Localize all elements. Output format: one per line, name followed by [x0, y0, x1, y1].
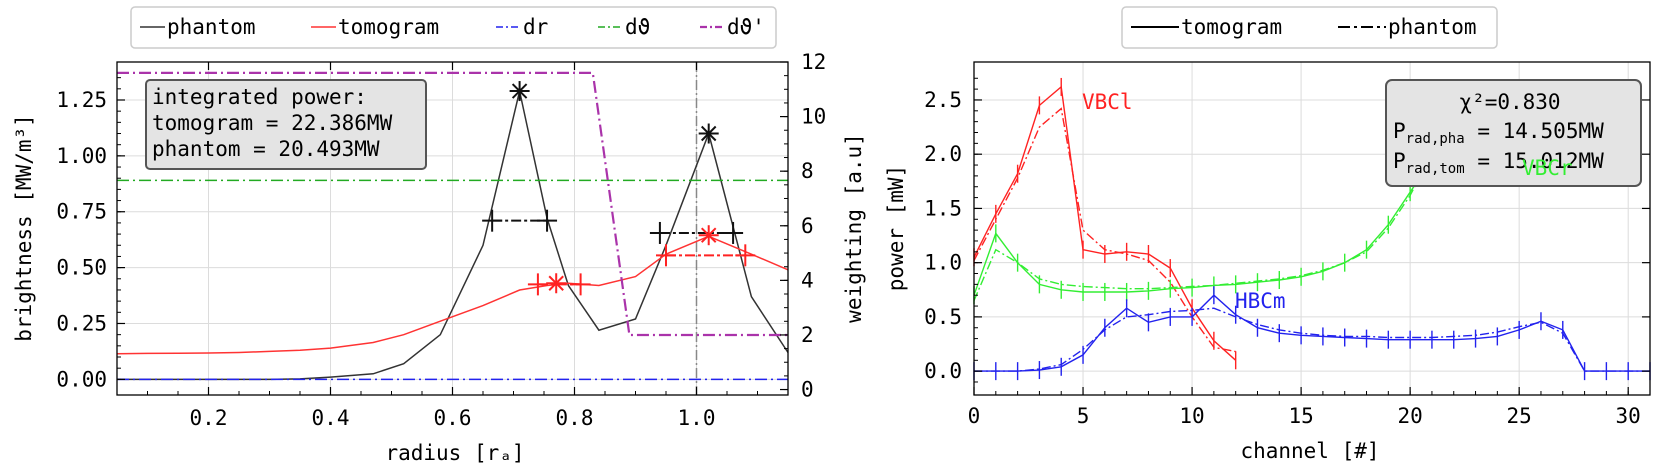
left-y2-tick-label: 8 [801, 159, 814, 183]
right-lines [973, 77, 1651, 381]
right-x-tick-label: 20 [1397, 404, 1422, 428]
right-x-tick-label: 10 [1179, 404, 1204, 428]
left-y-tick-label: 0.25 [56, 311, 107, 335]
left-info-frame [145, 79, 427, 170]
left-star-marker-arm [548, 275, 564, 291]
left-legend-label: tomogram [338, 15, 439, 39]
left-y2-tick-label: 4 [801, 268, 814, 292]
left-y2-tick-label: 10 [801, 105, 826, 129]
left-y-tick-label: 1.25 [56, 88, 107, 112]
left-series-0 [117, 90, 789, 381]
left-star-marker-arm [700, 227, 717, 243]
camera-label-vbcl: VBCl [1082, 90, 1133, 114]
right-y-tick-label: 0.0 [924, 359, 962, 383]
left-y2-tick-label: 6 [801, 214, 814, 238]
right-legend-label: tomogram [1181, 15, 1282, 39]
right-y-tick-label: 2.0 [924, 142, 962, 166]
left-x-tick-label: 0.8 [556, 406, 594, 430]
right-x-tick-label: 5 [1077, 404, 1090, 428]
left-x-tick-label: 1.0 [678, 406, 716, 430]
right-legend-frame [1121, 6, 1498, 49]
right-series-4 [974, 294, 1650, 372]
right-info-chi: χ²=0.830 [1459, 90, 1560, 114]
left-star-marker [698, 123, 719, 144]
left-chart: 0.2 0.4 0.6 0.8 1.0 0.00 0.25 0.50 0.75 1.00 1.25 0… [12, 6, 866, 465]
left-x-axis-label: radius [rₐ] [385, 441, 524, 465]
left-y2-tick-label: 0 [801, 378, 814, 402]
right-ticks: 0 5 10 15 20 25 30 0.0 0.5 1.0 1.5 2.0 2.5 [924, 77, 1651, 428]
left-x-tick-label: 0.2 [190, 406, 228, 430]
right-info-tom-sub: rad,tom [1406, 161, 1465, 177]
right-series-5 [974, 307, 1650, 372]
right-info-tom: Prad,tom = 15.012MW [1393, 149, 1604, 177]
left-legend-label: dϑ' [727, 15, 765, 39]
right-series-3 [973, 153, 1433, 301]
left-y-tick-label: 0.75 [56, 200, 107, 224]
left-y2-tick-label: 2 [801, 323, 814, 347]
right-info-pha-sub: rad,pha [1406, 131, 1465, 147]
left-y2-tick-label: 12 [801, 50, 826, 74]
right-info-frame [1385, 79, 1642, 187]
right-x-tick-label: 30 [1616, 404, 1641, 428]
right-x-tick-label: 15 [1288, 404, 1313, 428]
right-x-tick-label: 0 [968, 404, 981, 428]
right-chart: 0 5 10 15 20 25 30 0.0 0.5 1.0 1.5 2.0 2.5 VBCl HBCm… [884, 6, 1651, 463]
right-legend-label: phantom [1388, 15, 1477, 39]
camera-label-hbcm: HBCm [1235, 289, 1286, 313]
left-legend-label: dϑ [625, 15, 650, 39]
left-y2-axis-label: weighting [a.u] [842, 133, 866, 323]
right-legend: tomogram phantom [1121, 6, 1498, 49]
left-info-box: integrated power: tomogram = 22.386MW ph… [145, 79, 427, 170]
left-y-tick-label: 0.50 [56, 256, 107, 280]
right-y-tick-label: 1.0 [924, 251, 962, 275]
left-star-marker [509, 81, 530, 102]
right-info-pha: Prad,pha = 14.505MW [1393, 119, 1604, 147]
left-series-1 [116, 235, 789, 355]
right-series-2 [973, 159, 1433, 296]
left-star-marker-arm [511, 83, 528, 99]
right-x-axis-label: channel [#] [1240, 439, 1379, 463]
left-legend-label: phantom [167, 15, 256, 39]
left-ticks: 0.2 0.4 0.6 0.8 1.0 0.00 0.25 0.50 0.75 1.00 1.25 0… [56, 50, 826, 430]
left-info-line2: tomogram = 22.386MW [152, 111, 393, 135]
left-lines [116, 62, 789, 395]
left-x-tick-label: 0.6 [434, 406, 472, 430]
left-markers [482, 81, 756, 296]
right-y-tick-label: 1.5 [924, 196, 962, 220]
left-star-marker [698, 225, 719, 246]
camera-label-vbcr: VBCr [1522, 156, 1573, 180]
right-x-tick-label: 25 [1507, 404, 1532, 428]
left-star-marker [546, 273, 567, 294]
left-info-line3: phantom = 20.493MW [152, 137, 380, 161]
left-series-4 [117, 71, 788, 337]
left-info-line1: integrated power: [152, 85, 367, 109]
left-y-axis-label: brightness [MW/m³] [12, 114, 36, 342]
left-legend-label: dr [523, 15, 548, 39]
right-info-box: χ²=0.830 Prad,pha = 14.505MW Prad,tom = … [1385, 79, 1642, 187]
left-legend-frame [130, 6, 777, 49]
left-star-marker-arm [700, 125, 717, 142]
right-y-axis-label: power [mW] [884, 165, 908, 291]
right-plot-frame [973, 61, 1651, 396]
left-y-tick-label: 0.00 [56, 367, 107, 391]
right-y-tick-label: 2.5 [924, 88, 962, 112]
left-y-tick-label: 1.00 [56, 144, 107, 168]
right-y-tick-label: 0.5 [924, 305, 962, 329]
left-legend: phantom tomogram dr dϑ dϑ' [130, 6, 777, 49]
left-x-tick-label: 0.4 [312, 406, 350, 430]
